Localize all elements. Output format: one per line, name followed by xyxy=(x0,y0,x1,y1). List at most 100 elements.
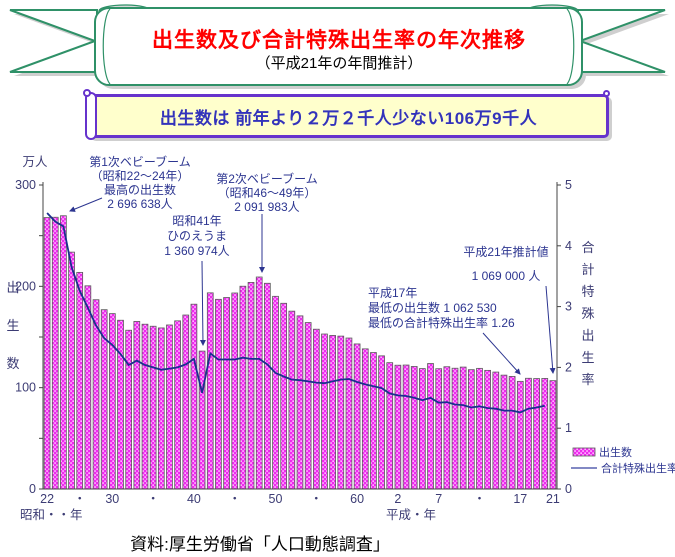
bar xyxy=(125,329,133,490)
bar xyxy=(312,328,320,490)
headline-box: 出生数は 前年より２万２千人少ない106万9千人 xyxy=(88,94,609,138)
bar xyxy=(353,343,361,490)
left-axis-title: 出生数 xyxy=(6,280,19,371)
svg-text:・: ・ xyxy=(310,492,323,506)
bar xyxy=(51,216,59,490)
svg-text:出: 出 xyxy=(581,328,594,343)
svg-text:0: 0 xyxy=(29,482,36,496)
scroll-curl-left xyxy=(85,92,97,140)
svg-text:60: 60 xyxy=(350,492,364,506)
bar xyxy=(329,335,336,490)
bar xyxy=(500,374,508,490)
bar xyxy=(451,367,459,490)
bar xyxy=(402,364,410,490)
svg-text:平成21年推計値: 平成21年推計値 xyxy=(463,244,548,259)
svg-text:ひのえうま: ひのえうま xyxy=(167,229,227,243)
bar xyxy=(206,292,214,490)
bar xyxy=(141,323,149,490)
svg-text:昭和・・年: 昭和・・年 xyxy=(20,508,83,522)
svg-text:17: 17 xyxy=(513,492,527,506)
bar xyxy=(508,376,516,490)
svg-text:生: 生 xyxy=(6,318,19,333)
bar xyxy=(280,302,288,490)
svg-text:・: ・ xyxy=(228,492,241,506)
bar xyxy=(190,303,198,490)
svg-text:0: 0 xyxy=(565,482,572,496)
svg-text:5: 5 xyxy=(565,178,572,192)
bar xyxy=(84,285,92,490)
bar xyxy=(370,352,377,490)
bar xyxy=(435,368,443,490)
bar xyxy=(394,364,402,490)
svg-text:300: 300 xyxy=(15,178,36,192)
bar xyxy=(386,362,394,490)
svg-text:第1次ベビーブーム: 第1次ベビーブーム xyxy=(89,154,191,169)
bar xyxy=(68,251,75,490)
bar xyxy=(533,378,540,490)
bar xyxy=(378,355,385,490)
headline-text: 出生数は 前年より２万２千人少ない106万9千人 xyxy=(159,108,538,128)
bar xyxy=(43,217,51,490)
bar xyxy=(492,371,500,490)
svg-text:22: 22 xyxy=(40,492,54,506)
svg-text:50: 50 xyxy=(269,492,283,506)
bar xyxy=(174,320,181,490)
bar xyxy=(549,380,557,490)
svg-text:4: 4 xyxy=(565,239,572,253)
svg-text:出生数: 出生数 xyxy=(599,445,632,459)
bar xyxy=(182,314,190,490)
bar xyxy=(117,319,124,490)
bar xyxy=(410,366,418,490)
svg-text:平成17年: 平成17年 xyxy=(368,286,417,300)
svg-text:最高の出生数: 最高の出生数 xyxy=(104,182,176,197)
svg-text:平成・年: 平成・年 xyxy=(386,508,436,522)
page-subtitle: （平成21年の年間推計） xyxy=(255,55,423,72)
svg-text:・: ・ xyxy=(473,492,486,506)
bar xyxy=(247,282,255,490)
svg-text:出: 出 xyxy=(6,280,19,295)
svg-text:合: 合 xyxy=(581,240,594,255)
svg-text:200: 200 xyxy=(15,279,36,293)
bar xyxy=(541,378,549,490)
svg-text:・: ・ xyxy=(147,492,160,506)
bar xyxy=(215,298,222,490)
bar xyxy=(166,324,173,490)
svg-text:2 091 983人: 2 091 983人 xyxy=(234,200,299,214)
source-note: 資料:厚生労働省「人口動態調査」 xyxy=(130,535,390,554)
svg-text:最低の出生数 1 062 530: 最低の出生数 1 062 530 xyxy=(368,300,497,315)
svg-text:3: 3 xyxy=(565,300,572,314)
svg-text:30: 30 xyxy=(105,492,119,506)
annotation: 第2次ベビーブーム（昭和46～49年）2 091 983人 xyxy=(216,171,318,273)
bar xyxy=(516,380,524,490)
bar xyxy=(60,215,67,490)
svg-text:生: 生 xyxy=(581,350,594,365)
bar xyxy=(76,271,84,490)
right-axis-title: 合計特殊出生率 xyxy=(581,240,594,387)
svg-text:（昭和46～49年）: （昭和46～49年） xyxy=(218,186,317,200)
svg-text:21: 21 xyxy=(546,492,560,506)
bar xyxy=(321,333,328,490)
bar xyxy=(149,325,157,490)
svg-text:2: 2 xyxy=(565,360,572,374)
svg-text:1: 1 xyxy=(565,421,572,435)
svg-text:1 069 000 人: 1 069 000 人 xyxy=(472,269,541,283)
bar xyxy=(255,276,263,490)
svg-text:・: ・ xyxy=(73,492,86,506)
bar xyxy=(525,377,532,490)
bar xyxy=(304,322,312,490)
axis-labels: 0 100 200 300 0 1 2 3 4 5 22 ・ 30 ・ 40 ・ 50 ・ 60 2 7 ・ 17 21 昭和・… xyxy=(15,155,572,522)
bar xyxy=(484,369,491,490)
svg-text:1 360 974人: 1 360 974人 xyxy=(164,244,229,258)
bar xyxy=(198,350,206,490)
svg-text:数: 数 xyxy=(6,356,19,371)
svg-text:7: 7 xyxy=(435,492,442,506)
svg-text:（昭和22～24年）: （昭和22～24年） xyxy=(91,169,190,183)
bar xyxy=(288,310,296,490)
svg-text:100: 100 xyxy=(15,381,36,395)
bar xyxy=(239,285,247,490)
svg-text:40: 40 xyxy=(187,492,201,506)
